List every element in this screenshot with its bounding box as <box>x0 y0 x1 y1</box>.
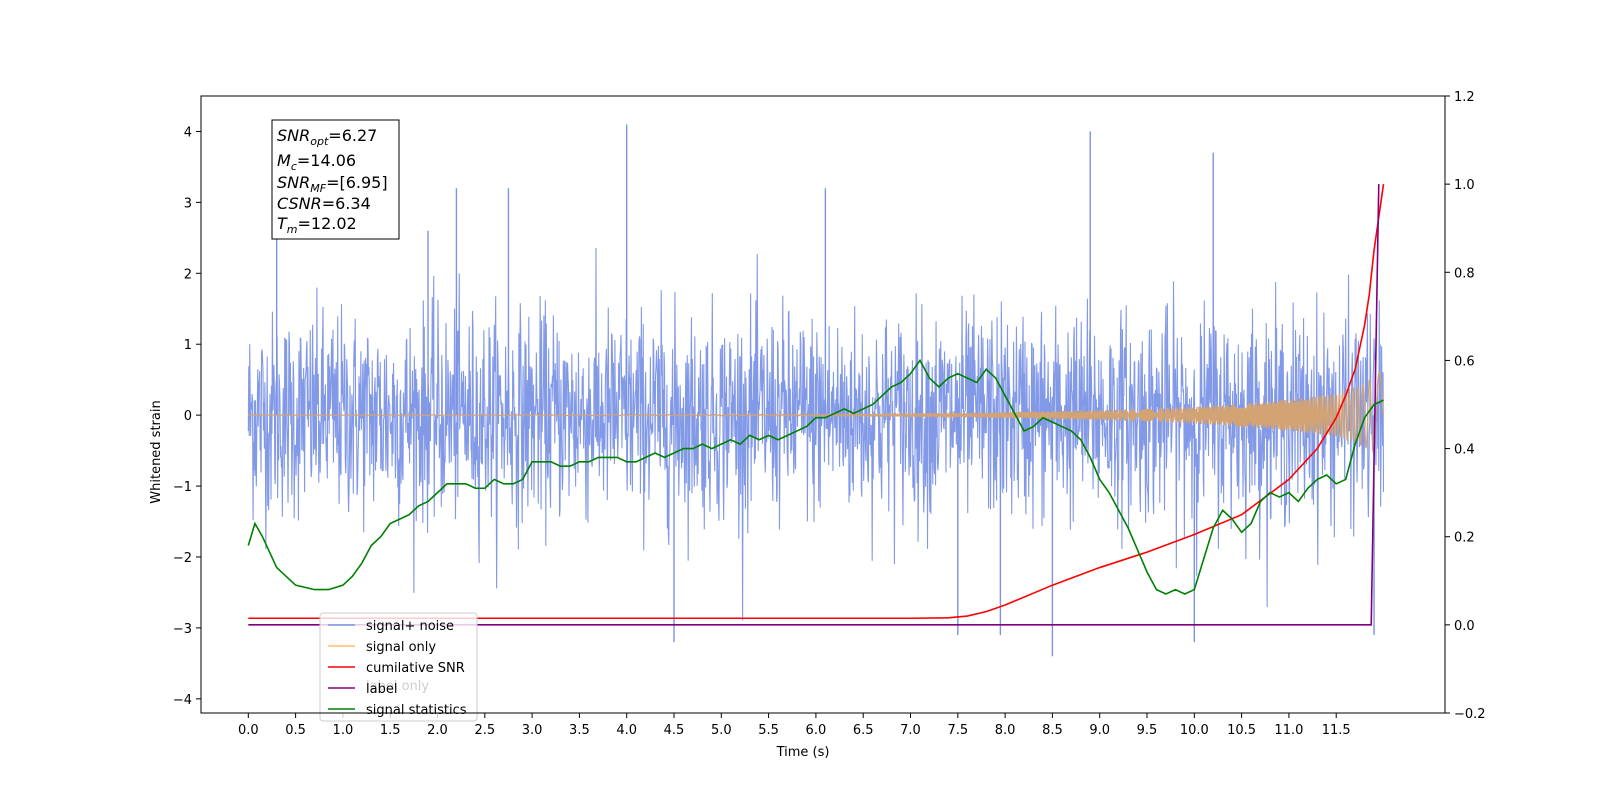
x-tick-label: 3.5 <box>569 723 590 738</box>
y2-tick-label: 1.0 <box>1454 178 1475 193</box>
annotation-subscript: c <box>291 160 297 173</box>
annotation-value: =12.02 <box>298 214 357 233</box>
y-tick-label: −2 <box>173 551 192 566</box>
y-tick-label: −1 <box>173 480 192 495</box>
x-axis-ticks: 0.0 0.5 1.0 1.5 2.0 2.5 3.0 3.5 4.0 4.5 5.0 5.5 6.0 6… <box>238 713 1351 738</box>
plot-area <box>247 124 1385 657</box>
annotation-subscript: m <box>287 223 298 236</box>
x-tick-label: 6.0 <box>806 723 827 738</box>
legend-entry-label: cumilative SNR <box>366 661 465 676</box>
series-label-line <box>248 184 1380 626</box>
legend-frame <box>319 612 478 722</box>
series-signal-statistics-line <box>247 358 1384 595</box>
annotation-subscript: opt <box>310 135 329 148</box>
x-tick-label: 7.5 <box>947 723 968 738</box>
annotation-frame <box>271 119 400 240</box>
y2-tick-label: 0.6 <box>1454 354 1475 369</box>
y2-tick-label: −0.2 <box>1454 707 1486 722</box>
series-cumulative-snr-line <box>248 184 1385 620</box>
annotation-line: CSNR=6.34 <box>277 194 371 213</box>
annotation-symbol: T <box>277 214 288 233</box>
plot-frame <box>200 95 1446 714</box>
x-tick-label: 10.5 <box>1227 723 1256 738</box>
x-tick-label: 10.0 <box>1180 723 1209 738</box>
x-tick-label: 7.0 <box>900 723 921 738</box>
annotation-value: =[6.95] <box>326 173 388 192</box>
annotation-subscript: MF <box>310 182 326 195</box>
x-tick-label: 0.5 <box>285 723 306 738</box>
y-tick-label: 4 <box>184 125 192 140</box>
y-tick-label: −4 <box>173 693 192 708</box>
stats-annotation-box: SNRopt=6.27Mc=14.06SNRMF=[6.95]CSNR=6.34… <box>271 119 400 240</box>
annotation-value: =6.27 <box>328 126 377 145</box>
x-tick-label: 4.5 <box>664 723 685 738</box>
annotation-symbol: SNR <box>277 126 310 145</box>
y2-tick-label: 0.8 <box>1454 266 1475 281</box>
x-tick-label: 9.0 <box>1089 723 1110 738</box>
x-tick-label: 6.5 <box>853 723 874 738</box>
y2-tick-label: 0.2 <box>1454 531 1475 546</box>
x-tick-label: 8.0 <box>995 723 1016 738</box>
annotation-symbol: CSNR <box>277 194 322 213</box>
annotation-line: Tm=12.02 <box>277 214 357 236</box>
x-tick-label: 1.5 <box>380 723 401 738</box>
y2-tick-label: 0.0 <box>1454 619 1475 634</box>
y-tick-label: 2 <box>184 267 192 282</box>
y-tick-label: 0 <box>184 409 192 424</box>
series-signal-only-line <box>248 371 1385 456</box>
x-tick-label: 2.5 <box>474 723 495 738</box>
annotation-line: SNRopt=6.27 <box>277 126 377 148</box>
y2-axis-ticks: 1.2 1.0 0.8 0.6 0.4 0.2 0.0 −0.2 <box>1445 90 1486 722</box>
series-signal-noise-line <box>247 247 1385 621</box>
y-tick-label: 1 <box>184 338 192 353</box>
annotation-line: Mc=14.06 <box>277 151 356 173</box>
x-axis-label: Time (s) <box>776 745 830 760</box>
y-axis-label: Whitened strain <box>149 400 164 503</box>
legend-entry-label: signal+ noise <box>366 619 454 634</box>
legend-entry-label: signal only <box>366 640 436 655</box>
x-tick-label: 5.0 <box>711 723 732 738</box>
legend-entry-label: signal statistics <box>366 703 467 718</box>
x-tick-label: 8.5 <box>1042 723 1063 738</box>
y2-tick-label: 0.4 <box>1454 443 1475 458</box>
x-tick-label: 3.0 <box>522 723 543 738</box>
x-tick-label: 1.0 <box>333 723 354 738</box>
x-tick-label: 9.5 <box>1137 723 1158 738</box>
x-tick-label: 0.0 <box>238 723 259 738</box>
y2-tick-label: 1.2 <box>1454 90 1475 105</box>
annotation-symbol: SNR <box>277 173 310 192</box>
x-tick-label: 4.0 <box>616 723 637 738</box>
legend-entry-label: label <box>366 682 397 697</box>
x-tick-label: 11.5 <box>1322 723 1351 738</box>
annotation-line: SNRMF=[6.95] <box>277 173 388 195</box>
y-tick-label: 3 <box>184 196 192 211</box>
x-tick-label: 5.5 <box>758 723 779 738</box>
annotation-symbol: M <box>277 151 291 170</box>
y-axis-ticks: 4 3 2 1 0 −1 −2 −3 −4 <box>173 125 201 708</box>
x-tick-label: 2.0 <box>427 723 448 738</box>
y-tick-label: −3 <box>173 622 192 637</box>
x-tick-label: 11.0 <box>1274 723 1303 738</box>
annotation-value: =14.06 <box>297 151 356 170</box>
annotation-value: =6.34 <box>322 194 371 213</box>
